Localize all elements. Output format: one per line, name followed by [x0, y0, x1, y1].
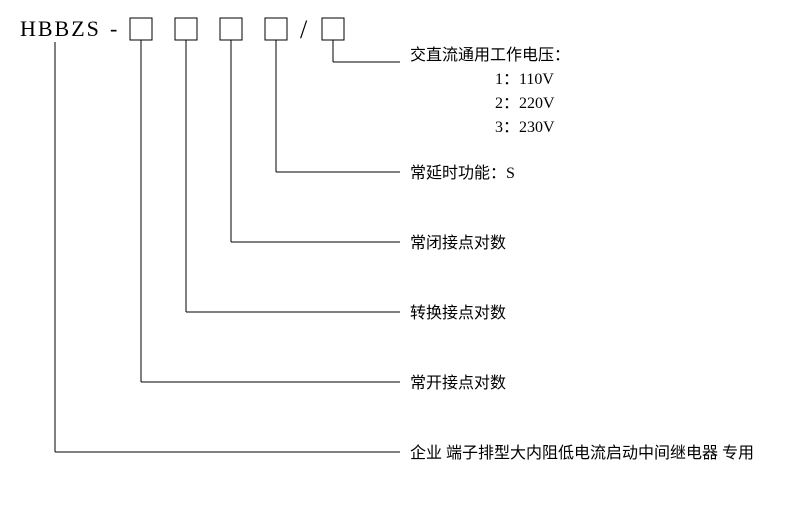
route-label-0-0: 交直流通用工作电压： [410, 46, 570, 64]
route-label-5-0: 企业 端子排型大内阻低电流启动中间继电器 专用 [410, 444, 754, 462]
model-code-diagram: HBBZS- / 交直流通用工作电压： 1：110V 2：220V 3：230V 常延时功能… [0, 0, 800, 510]
route-label-1-0: 常延时功能：S [410, 164, 515, 182]
route-label-3-0: 转换接点对数 [410, 304, 506, 322]
route-label-2-0: 常闭接点对数 [410, 234, 506, 252]
separator-label: - [110, 16, 117, 41]
route-label-4-0: 常开接点对数 [410, 374, 506, 392]
prefix-label: HBBZS [20, 16, 101, 41]
route-label-0-2: 2：220V [495, 95, 555, 112]
slash-label: / [300, 15, 308, 44]
route-label-0-3: 3：230V [495, 119, 555, 136]
route-label-0-1: 1：110V [495, 71, 554, 88]
